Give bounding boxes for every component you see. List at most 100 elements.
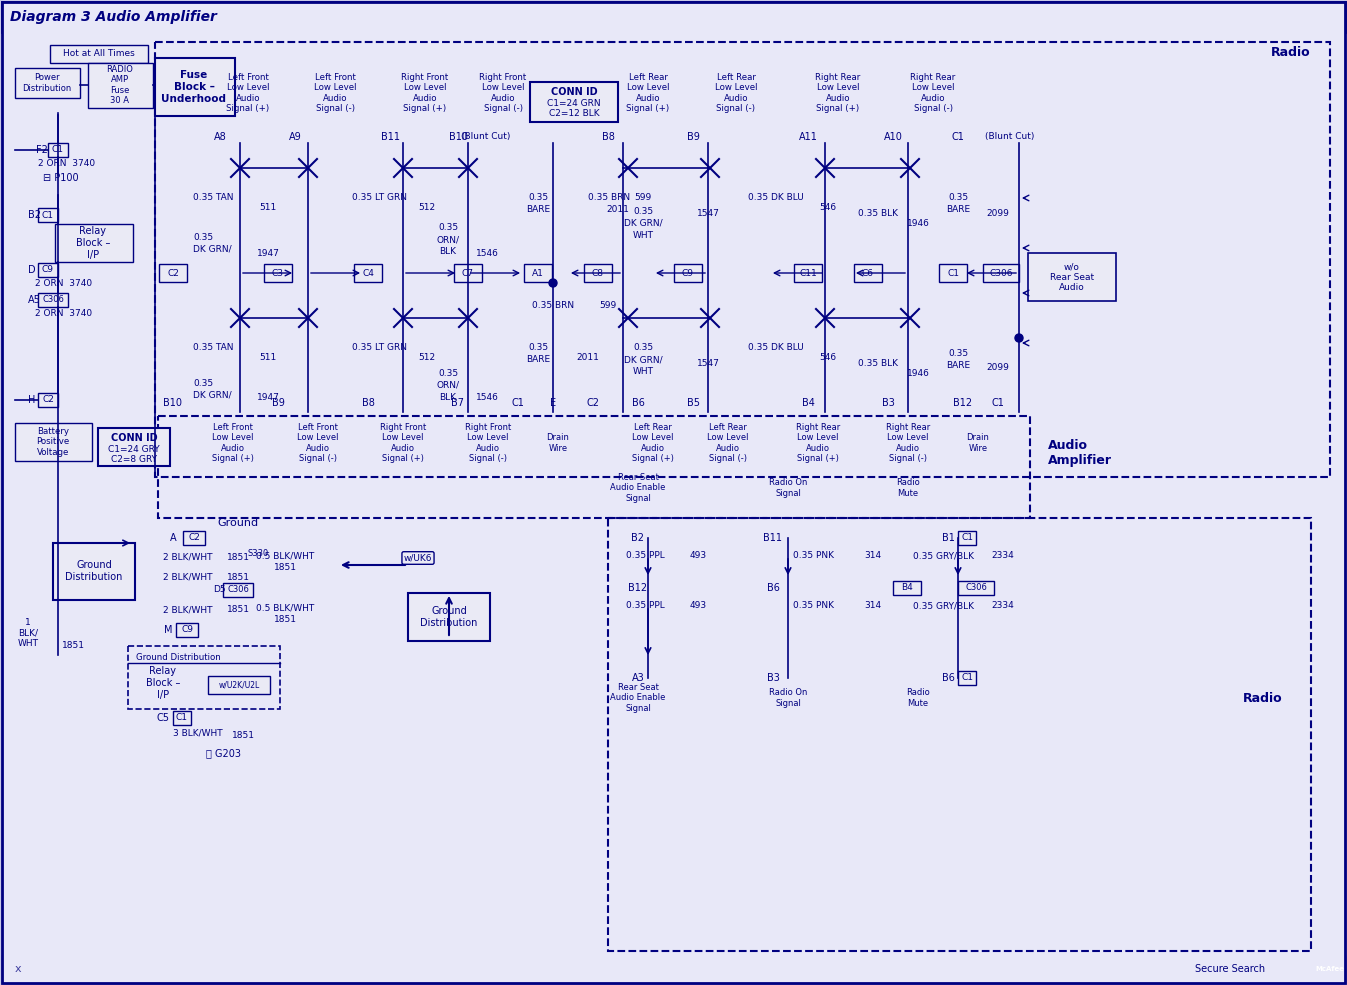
Bar [15,423,92,461]
Text: M: M [164,625,172,635]
Text: 512: 512 [419,204,435,213]
Text: 511: 511 [260,354,276,362]
Text: 1547: 1547 [696,209,719,218]
Text: C2: C2 [189,534,199,543]
Text: C2=8 GRY: C2=8 GRY [110,455,158,465]
Text: DK GRN/: DK GRN/ [624,356,663,364]
Bar [183,531,205,545]
Text: Rear Seat
Audio Enable
Signal: Rear Seat Audio Enable Signal [610,473,665,503]
Bar [158,416,1030,518]
Bar [224,583,253,597]
Text: Left Front
Low Level
Audio
Signal (+): Left Front Low Level Audio Signal (+) [211,423,255,463]
Text: 2099: 2099 [986,209,1009,218]
Text: Left Rear
Low Level
Audio
Signal (+): Left Rear Low Level Audio Signal (+) [626,73,669,113]
Text: C8: C8 [591,269,603,278]
Bar [793,264,822,282]
Text: 1946: 1946 [907,219,929,228]
Text: DK GRN/: DK GRN/ [193,390,232,400]
Text: B8: B8 [361,398,374,408]
Text: 2 BLK/WHT: 2 BLK/WHT [163,572,213,581]
Text: A: A [170,533,176,543]
Bar [1315,957,1346,981]
Text: Radio: Radio [1270,45,1311,58]
Text: 2 ORN  3740: 2 ORN 3740 [35,279,92,288]
Text: Right Front
Low Level
Audio
Signal (+): Right Front Low Level Audio Signal (+) [380,423,426,463]
Text: McAfee: McAfee [1316,966,1344,972]
Text: C1: C1 [176,713,189,723]
Text: B4: B4 [901,583,913,593]
Text: DK GRN/: DK GRN/ [624,219,663,228]
Text: A10: A10 [884,132,902,142]
Text: A1: A1 [532,269,544,278]
Text: B9: B9 [687,132,699,142]
Text: Ground: Ground [217,518,259,528]
Text: E: E [550,398,556,408]
Text: 0.35: 0.35 [438,224,458,232]
Bar [38,263,58,277]
Text: A3: A3 [632,673,644,683]
Text: Radio
Mute: Radio Mute [907,689,929,707]
Bar [128,646,280,709]
Text: C9: C9 [42,266,54,275]
Text: ORN/: ORN/ [436,380,459,389]
Bar [958,531,977,545]
Text: 1851: 1851 [226,553,249,561]
Text: C1: C1 [991,398,1005,408]
Text: B12: B12 [629,583,648,593]
Text: Right Rear
Low Level
Audio
Signal (+): Right Rear Low Level Audio Signal (+) [796,423,841,463]
Text: 0.35 BRN: 0.35 BRN [589,193,630,203]
Text: 0.35: 0.35 [528,193,548,203]
Text: C1: C1 [42,211,54,220]
Text: 1546: 1546 [475,393,498,403]
Text: 1547: 1547 [696,359,719,367]
Text: 314: 314 [865,552,881,560]
Text: B11: B11 [380,132,400,142]
Text: C2: C2 [167,269,179,278]
Text: C1: C1 [53,146,65,155]
Text: 1851: 1851 [273,616,296,624]
Text: Secure Search: Secure Search [1195,964,1265,974]
Text: 0.35 PPL: 0.35 PPL [626,552,665,560]
Text: 493: 493 [690,552,707,560]
Text: Drain
Wire: Drain Wire [967,433,990,453]
Bar [674,264,702,282]
Text: Right Rear
Low Level
Audio
Signal (+): Right Rear Low Level Audio Signal (+) [815,73,861,113]
Text: 1851: 1851 [232,732,255,741]
Text: 0.35: 0.35 [193,378,213,387]
Bar [893,581,921,595]
Text: H: H [28,395,35,405]
Text: Ground Distribution: Ground Distribution [136,653,221,663]
Text: Left Front
Low Level
Audio
Signal (-): Left Front Low Level Audio Signal (-) [314,73,356,113]
Text: w/UK6: w/UK6 [404,554,432,562]
Text: 1851: 1851 [226,572,249,581]
Bar [15,68,79,98]
Bar [38,208,58,222]
Text: C3: C3 [272,269,284,278]
Bar [529,82,618,122]
Text: C5: C5 [156,713,170,723]
Bar [958,671,977,685]
Text: Right Rear
Low Level
Audio
Signal (-): Right Rear Low Level Audio Signal (-) [911,73,955,113]
Text: C7: C7 [462,269,474,278]
Text: w/o
Rear Seat
Audio: w/o Rear Seat Audio [1049,262,1094,292]
Text: 314: 314 [865,602,881,611]
Text: 0.35: 0.35 [193,233,213,242]
Text: C6: C6 [862,269,874,278]
Bar [48,143,67,157]
Text: C1: C1 [512,398,524,408]
Text: BLK: BLK [439,392,457,402]
Text: B9: B9 [272,398,284,408]
Text: 1851: 1851 [62,641,85,650]
Text: 0.35 GRY/BLK: 0.35 GRY/BLK [913,602,974,611]
Text: x: x [15,964,22,974]
Text: ORN/: ORN/ [436,235,459,244]
Bar [264,264,292,282]
Text: Ground
Distribution: Ground Distribution [420,606,478,627]
Text: 0.35: 0.35 [633,207,653,216]
Text: D: D [28,265,35,275]
Text: 0.35: 0.35 [948,193,968,203]
Bar [38,293,67,307]
Text: C1: C1 [960,674,973,683]
Text: C4: C4 [362,269,374,278]
Text: Left Rear
Low Level
Audio
Signal (-): Left Rear Low Level Audio Signal (-) [715,73,757,113]
